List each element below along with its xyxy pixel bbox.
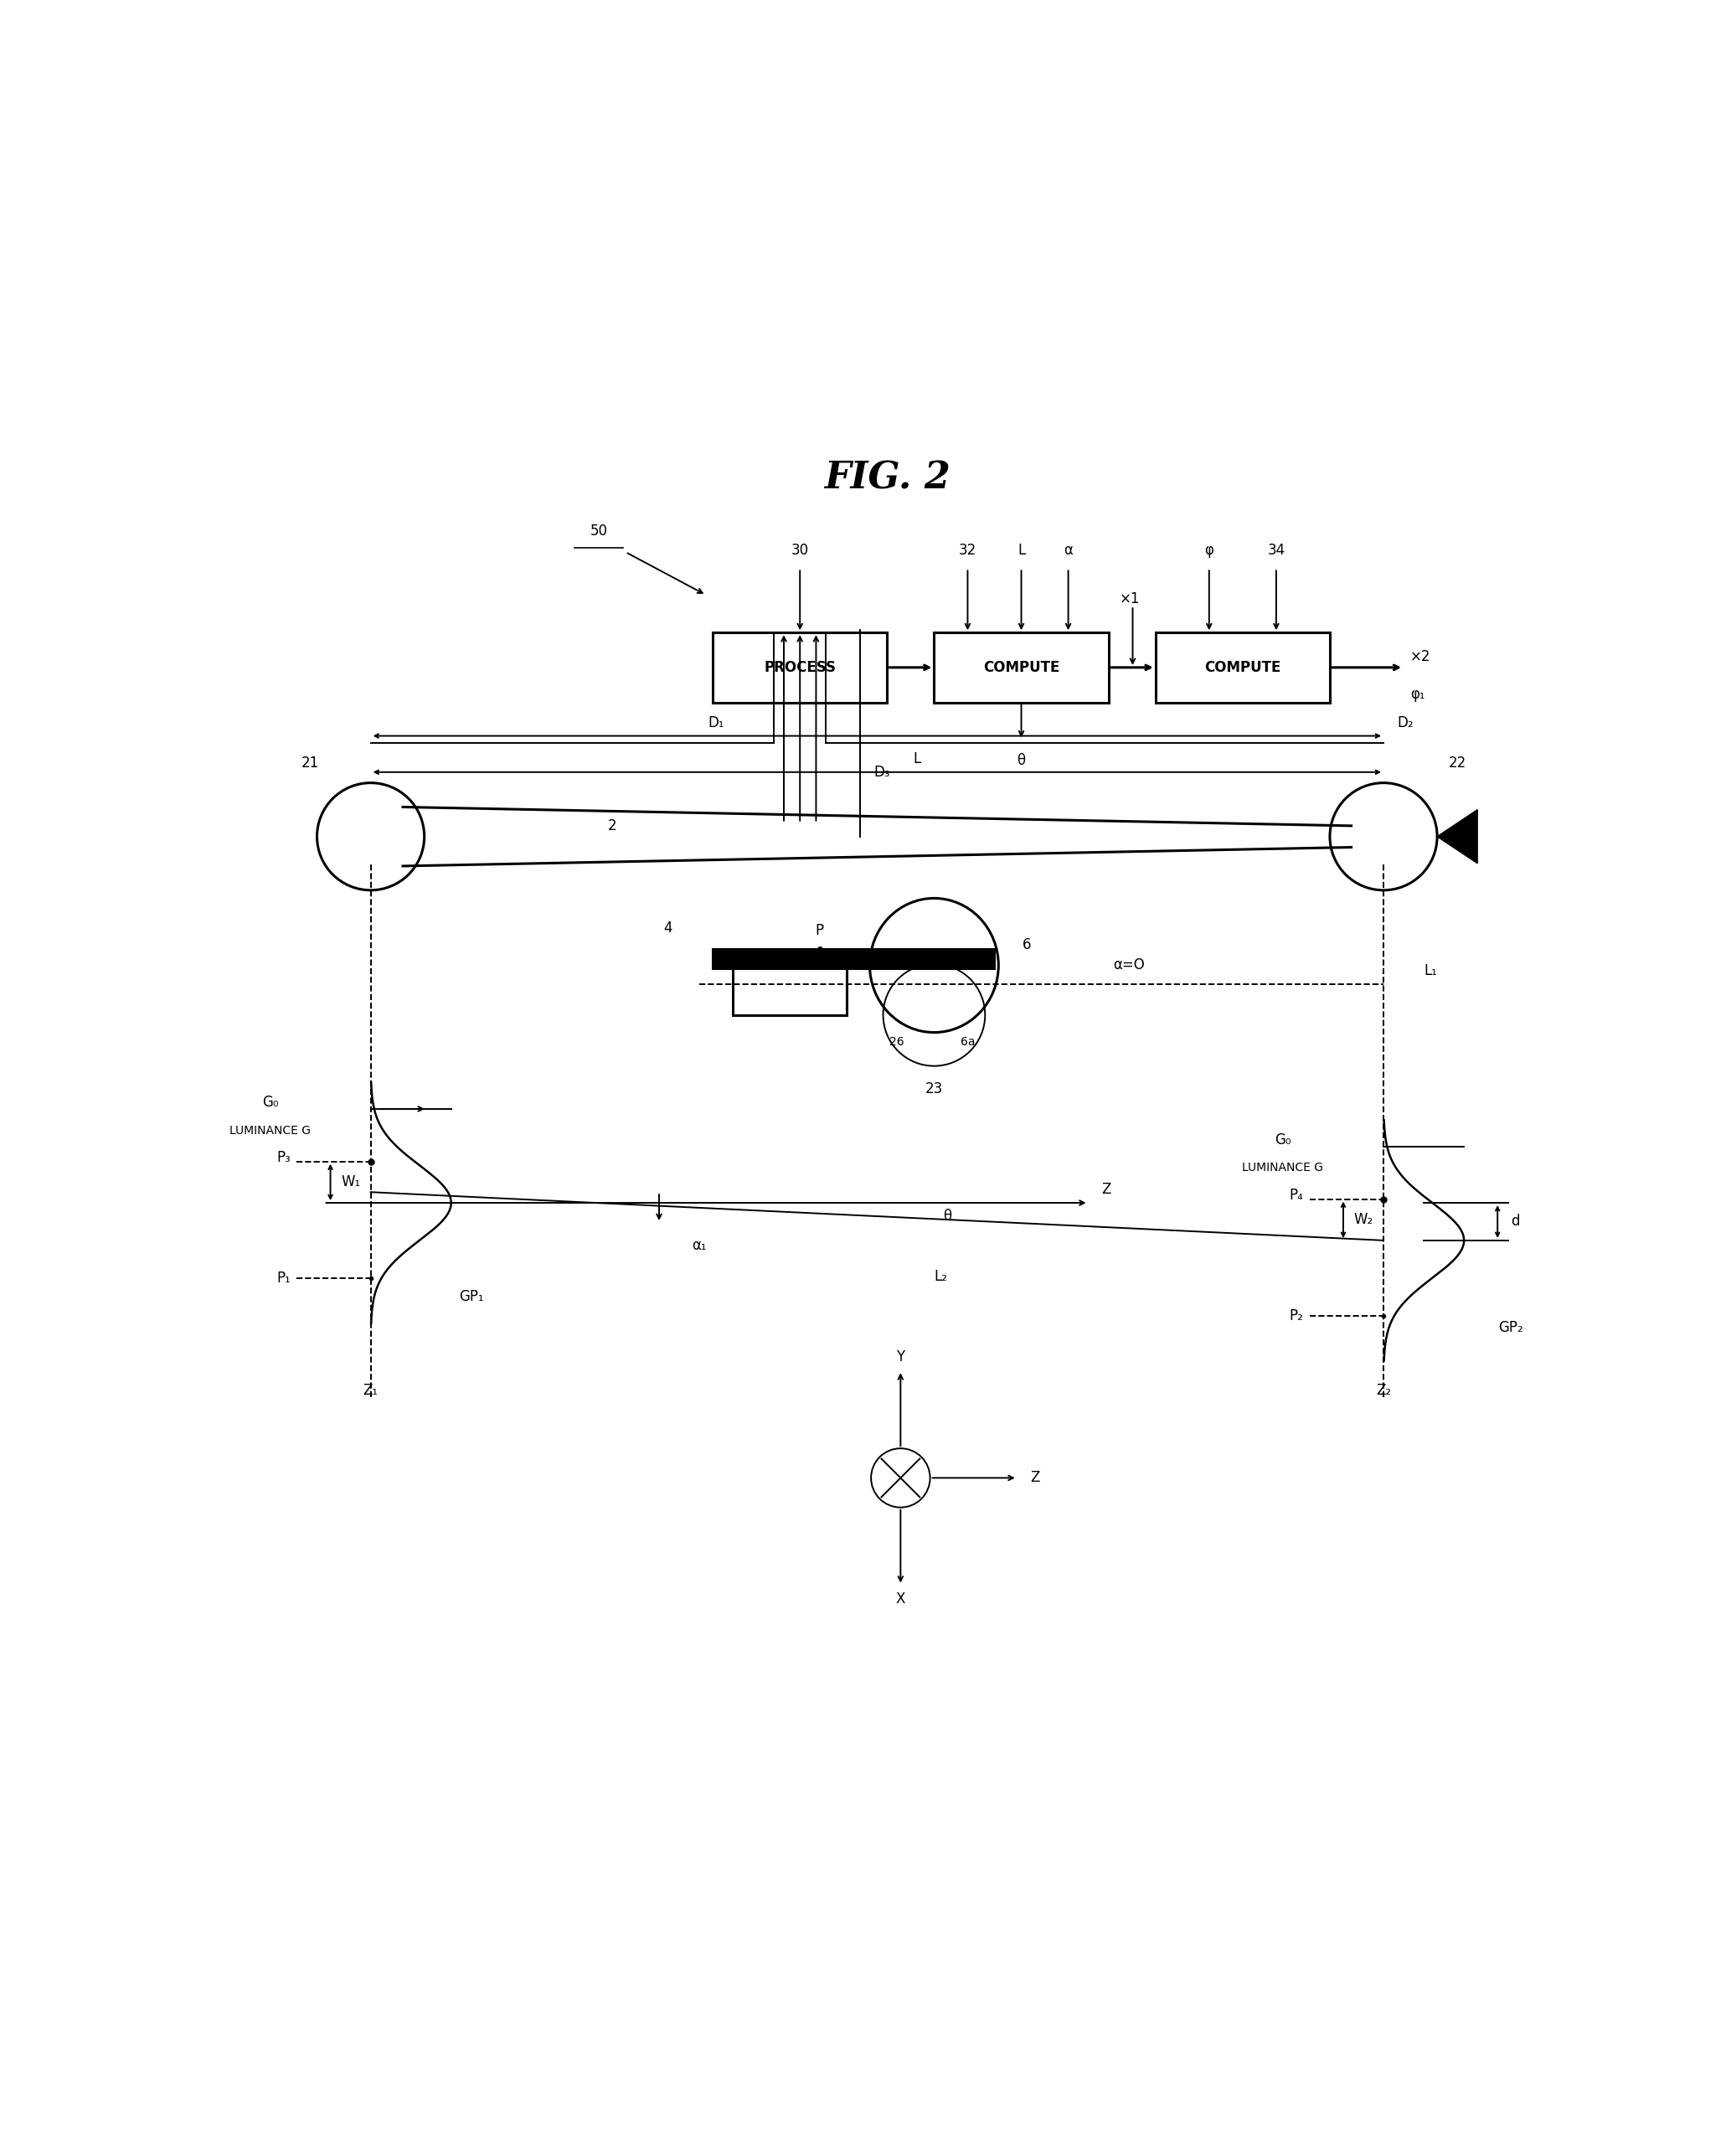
Text: P₄: P₄ (1290, 1188, 1303, 1203)
Text: 50: 50 (590, 524, 608, 539)
Bar (935, 632, 1108, 703)
Text: 2: 2 (608, 819, 616, 834)
Text: 32: 32 (959, 543, 976, 558)
Text: 30: 30 (791, 543, 808, 558)
Text: φ₁: φ₁ (1411, 688, 1425, 703)
Text: θ: θ (943, 1210, 952, 1225)
Text: Z₂: Z₂ (1376, 1384, 1392, 1399)
Text: X: X (895, 1591, 905, 1606)
Text: D₂: D₂ (1397, 716, 1412, 731)
Text: α: α (1063, 543, 1073, 558)
Bar (732, 968, 846, 1015)
Text: Z₁: Z₁ (364, 1384, 377, 1399)
Text: 6a: 6a (961, 1035, 976, 1048)
Text: D₃: D₃ (874, 765, 890, 780)
Text: α=O: α=O (1113, 957, 1144, 972)
Text: ×1: ×1 (1120, 591, 1139, 606)
Text: G₀: G₀ (261, 1095, 279, 1110)
Text: Y: Y (897, 1350, 905, 1365)
Text: α₁: α₁ (692, 1238, 706, 1253)
Text: 6: 6 (1023, 938, 1032, 953)
Text: P₂: P₂ (1290, 1309, 1303, 1324)
Text: φ: φ (1205, 543, 1213, 558)
Text: COMPUTE: COMPUTE (983, 660, 1059, 675)
Bar (713, 632, 886, 703)
Text: ×2: ×2 (1411, 649, 1432, 664)
Text: 4: 4 (663, 921, 672, 936)
Text: 34: 34 (1267, 543, 1284, 558)
Text: θ: θ (1018, 752, 1025, 768)
Text: FIG. 2: FIG. 2 (824, 459, 950, 496)
Text: d: d (1511, 1214, 1520, 1229)
Text: L: L (914, 750, 921, 765)
Text: Z: Z (1103, 1181, 1111, 1197)
Text: P₃: P₃ (277, 1149, 291, 1164)
Text: GP₁: GP₁ (459, 1289, 483, 1304)
Text: LUMINANCE G: LUMINANCE G (1243, 1162, 1324, 1173)
Bar (713, 949, 994, 968)
Text: LUMINANCE G: LUMINANCE G (230, 1125, 310, 1136)
Text: 21: 21 (301, 755, 319, 770)
Text: 23: 23 (924, 1082, 943, 1095)
Text: P: P (815, 923, 824, 938)
Text: P₁: P₁ (277, 1270, 291, 1285)
Text: COMPUTE: COMPUTE (1205, 660, 1281, 675)
Polygon shape (1437, 811, 1478, 862)
Text: W₁: W₁ (341, 1175, 360, 1190)
Text: W₂: W₂ (1354, 1212, 1373, 1227)
Text: G₀: G₀ (1274, 1132, 1291, 1147)
Text: D₁: D₁ (708, 716, 724, 731)
Text: Z: Z (1030, 1470, 1040, 1485)
Text: L: L (1018, 543, 1025, 558)
Text: L₁: L₁ (1423, 964, 1437, 979)
Bar (1155, 632, 1329, 703)
Text: PROCESS: PROCESS (763, 660, 836, 675)
Text: 26: 26 (890, 1035, 904, 1048)
Text: GP₂: GP₂ (1499, 1319, 1523, 1335)
Text: L₂: L₂ (935, 1270, 947, 1285)
Text: 22: 22 (1449, 755, 1466, 770)
